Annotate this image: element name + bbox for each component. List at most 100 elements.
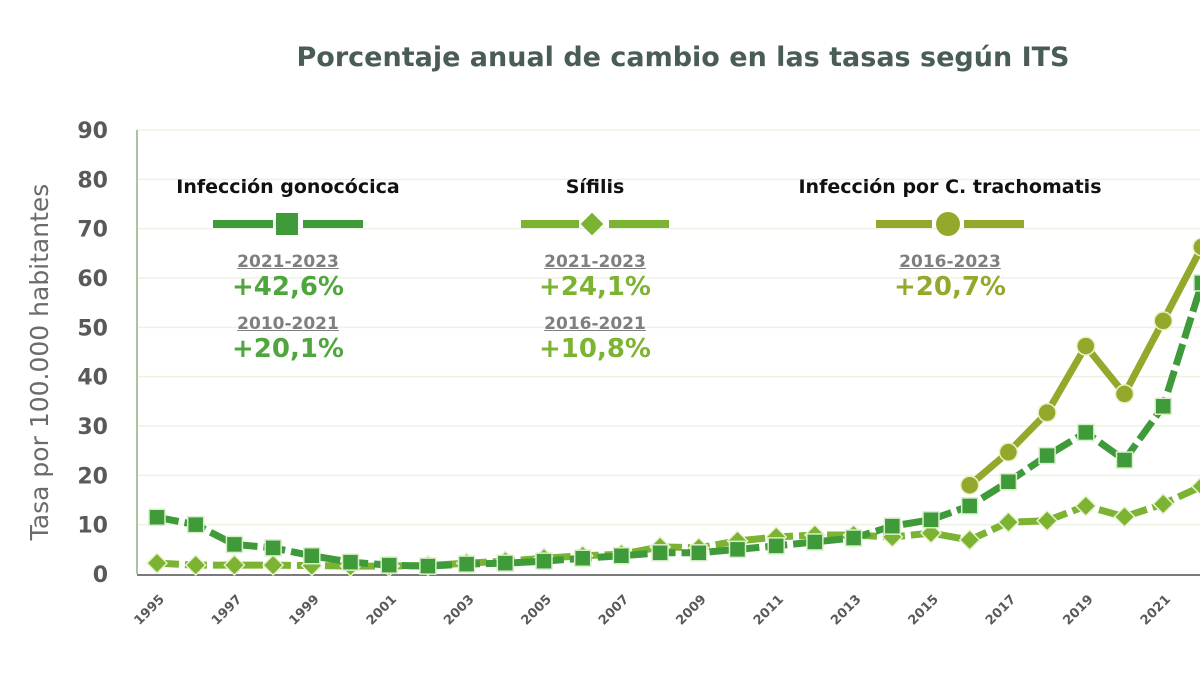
x-tick-label: 2001 xyxy=(364,592,400,628)
x-tick-label: 2011 xyxy=(751,592,787,628)
syphilis-change-2: +10,8% xyxy=(539,334,651,364)
axes xyxy=(136,130,1200,576)
gonorrhea-swatch-square-icon xyxy=(213,212,363,236)
data-point-square xyxy=(844,529,863,547)
y-tick-label: 90 xyxy=(77,119,108,144)
data-point-square xyxy=(1038,446,1056,465)
chlamydia-period-1: 2016-2023 xyxy=(899,252,1001,272)
data-point-diamond xyxy=(184,554,207,577)
data-point-square xyxy=(341,553,360,571)
data-point-diamond xyxy=(1152,492,1175,516)
x-tick-label: 1999 xyxy=(286,592,322,628)
y-tick-label: 70 xyxy=(77,218,108,243)
data-point-square xyxy=(1154,397,1172,416)
data-point-square xyxy=(225,535,244,554)
data-point-square xyxy=(651,544,669,562)
legend-chlamydia: Infección por C. trachomatis 2016-2023 +… xyxy=(760,176,1140,302)
data-point-circle xyxy=(1192,237,1200,257)
data-point-square xyxy=(419,557,437,575)
data-point-square xyxy=(457,555,476,573)
data-point-square xyxy=(186,515,205,534)
y-tick-label: 10 xyxy=(77,514,108,539)
syphilis-change-1: +24,1% xyxy=(539,272,651,302)
y-axis-label: Tasa por 100.000 habitantes xyxy=(25,184,54,542)
chlamydia-change-1: +20,7% xyxy=(894,272,1006,302)
data-point-square xyxy=(380,556,398,574)
data-point-diamond xyxy=(1113,505,1136,528)
data-point-square xyxy=(999,472,1018,491)
data-point-diamond xyxy=(145,552,169,575)
y-tick-label: 30 xyxy=(77,415,108,440)
x-tick-label: 2005 xyxy=(519,592,555,628)
x-tick-label: 2003 xyxy=(441,592,477,628)
data-point-square xyxy=(922,510,940,529)
data-point-square xyxy=(728,540,747,559)
data-point-square xyxy=(806,533,824,551)
gonorrhea-change-2: +20,1% xyxy=(232,334,344,364)
chart-title: Porcentaje anual de cambio en las tasas … xyxy=(296,42,1070,73)
series-line xyxy=(156,483,1200,570)
data-point-square xyxy=(1115,451,1134,469)
x-tick-label: 2009 xyxy=(673,592,709,628)
data-point-square xyxy=(690,544,708,562)
gonorrhea-change-1: +42,6% xyxy=(232,272,344,302)
data-point-diamond xyxy=(1074,494,1097,517)
data-point-circle xyxy=(1114,384,1135,404)
x-tick-label: 1997 xyxy=(209,592,245,628)
syphilis-period-2: 2016-2021 xyxy=(544,314,646,334)
gridlines xyxy=(137,129,1200,526)
data-point-square xyxy=(496,554,515,572)
data-point-square xyxy=(573,549,592,567)
gonorrhea-period-2: 2010-2021 xyxy=(237,314,339,334)
data-point-square xyxy=(264,539,282,557)
x-tick-label: 2015 xyxy=(906,592,942,628)
y-tick-label: 20 xyxy=(77,464,108,489)
series-square xyxy=(148,274,1200,575)
syphilis-period-1: 2021-2023 xyxy=(544,252,646,272)
data-point-square xyxy=(1193,274,1200,292)
x-tick-label: 2007 xyxy=(596,592,632,628)
x-tick-label: 2017 xyxy=(983,592,1019,628)
y-tick-label: 40 xyxy=(77,366,108,391)
x-tick-labels: 1995 1997 1999 2001 2003 2005 2007 2009 2011 2013… xyxy=(132,592,1174,628)
data-point-square xyxy=(303,546,321,565)
data-point-diamond xyxy=(1190,477,1200,496)
syphilis-swatch-diamond-icon xyxy=(521,212,669,236)
legend-label-chlamydia: Infección por C. trachomatis xyxy=(798,176,1102,198)
data-point-square xyxy=(1077,423,1095,442)
data-point-square xyxy=(612,546,631,565)
data-point-square xyxy=(148,508,166,527)
data-point-circle xyxy=(959,475,980,495)
y-tick-label: 0 xyxy=(93,563,108,588)
series-line xyxy=(156,281,1200,570)
x-tick-label: 2019 xyxy=(1060,592,1096,628)
data-point-circle xyxy=(1153,311,1173,331)
legend-label-syphilis: Sífilis xyxy=(565,176,625,198)
data-point-diamond xyxy=(958,528,981,552)
data-point-square xyxy=(960,497,979,515)
x-tick-label: 1995 xyxy=(132,592,168,628)
data-point-diamond xyxy=(997,511,1020,534)
y-tick-label: 50 xyxy=(77,316,108,341)
y-tick-label: 80 xyxy=(77,168,108,193)
series-circle xyxy=(959,237,1200,495)
x-tick-label: 2021 xyxy=(1138,592,1174,628)
data-point-square xyxy=(535,552,553,570)
legend-gonorrhea: Infección gonocócica 2021-2023 +42,6% 20… xyxy=(148,176,428,364)
gonorrhea-period-1: 2021-2023 xyxy=(237,252,339,272)
data-point-circle xyxy=(998,442,1019,462)
data-point-circle xyxy=(1076,336,1096,356)
x-tick-label: 2013 xyxy=(828,592,864,628)
chlamydia-swatch-circle-icon xyxy=(876,212,1024,236)
data-point-diamond xyxy=(1036,509,1059,532)
legend-syphilis: Sífilis 2021-2023 +24,1% 2016-2021 +10,8… xyxy=(470,176,720,364)
data-point-square xyxy=(883,517,902,535)
series-layer xyxy=(145,237,1200,578)
data-point-diamond xyxy=(262,554,285,577)
legend-label-gonorrhea: Infección gonocócica xyxy=(176,176,400,198)
y-tick-label: 60 xyxy=(77,267,108,292)
data-point-diamond xyxy=(223,554,246,577)
y-tick-labels: 0 10 20 30 40 50 60 70 80 90 xyxy=(77,119,108,588)
data-point-circle xyxy=(1037,402,1057,423)
